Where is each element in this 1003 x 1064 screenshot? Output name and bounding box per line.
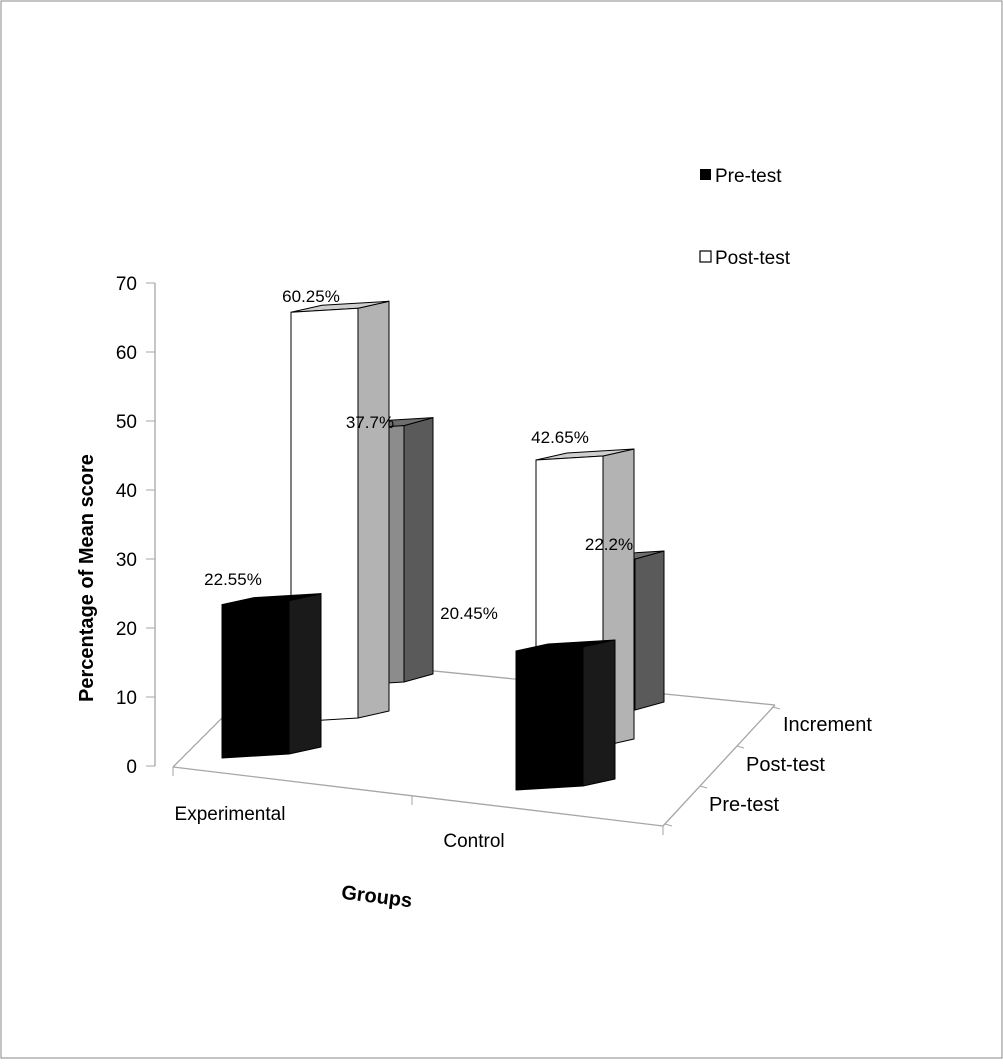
legend: Pre-test Post-test <box>699 166 791 269</box>
data-label-increment-experimental: 37.7% <box>346 413 394 432</box>
y-tick-label: 30 <box>116 550 137 571</box>
depth-label-increment: Increment <box>783 714 872 736</box>
bar-front-face <box>221 600 290 759</box>
bar-pre-test-experimental <box>221 593 322 759</box>
depth-label-pre-test: Pre-test <box>709 794 779 816</box>
data-label-increment-control: 22.2% <box>585 535 633 554</box>
depth-label-post-test: Post-test <box>746 754 825 776</box>
y-axis-title: Percentage of Mean score <box>76 454 98 702</box>
data-label-pre-test-control: 20.45% <box>440 604 498 623</box>
legend-label-pre-test: Pre-test <box>715 166 782 187</box>
bar-side-face <box>634 550 665 711</box>
data-label-post-test-control: 42.65% <box>531 428 589 447</box>
y-tick-label: 0 <box>126 757 137 778</box>
data-labels: 37.7% 22.2% 60.25% 42.65% 22.55% 20.45% <box>204 287 633 623</box>
bar-side-face <box>582 639 616 787</box>
data-label-post-test-experimental: 60.25% <box>282 287 340 306</box>
legend-swatch-pre-test <box>700 169 711 180</box>
y-tick-label: 10 <box>116 688 137 709</box>
legend-swatch-post-test <box>699 250 712 263</box>
y-tick-label: 60 <box>116 343 137 364</box>
legend-label-post-test: Post-test <box>715 248 791 269</box>
category-label-control: Control <box>443 831 504 852</box>
y-tick-label: 20 <box>116 619 137 640</box>
bar-front-face <box>515 646 584 791</box>
data-label-pre-test-experimental: 22.55% <box>204 570 262 589</box>
y-tick-label: 40 <box>116 481 137 502</box>
y-tick-labels: 0 10 20 30 40 50 60 70 <box>116 274 155 778</box>
category-label-experimental: Experimental <box>175 804 286 825</box>
bar-side-face <box>357 300 390 719</box>
bar-side-face <box>403 417 434 683</box>
bar-pre-test-control <box>515 639 616 791</box>
bar-side-face <box>288 593 322 755</box>
bars <box>221 300 665 791</box>
y-tick-label: 50 <box>116 412 137 433</box>
y-tick-label: 70 <box>116 274 137 295</box>
